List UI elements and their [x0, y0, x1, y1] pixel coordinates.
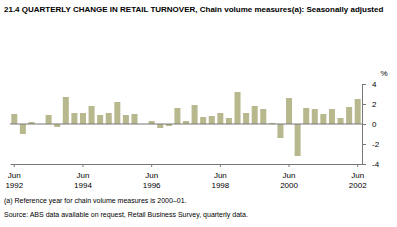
bar: [217, 113, 223, 124]
x-tick-label-line: 2002: [349, 181, 367, 190]
x-tick-label-line: Jun: [77, 171, 90, 180]
bar: [174, 108, 180, 124]
x-tick-mark: [357, 164, 358, 167]
x-tick-label-line: Jun: [214, 171, 227, 180]
chart-title: 21.4 QUARTERLY CHANGE IN RETAIL TURNOVER…: [4, 5, 383, 14]
bar: [303, 108, 309, 124]
y-tick-label: -2: [372, 140, 380, 149]
x-tick-label: Jun1992: [5, 171, 23, 190]
x-tick-label-line: Jun: [145, 171, 158, 180]
y-tick-label: 2: [372, 100, 377, 109]
bar: [329, 109, 335, 124]
bar: [80, 113, 86, 124]
x-tick-label-line: Jun: [8, 171, 21, 180]
x-tick-label: Jun2000: [280, 171, 298, 190]
x-tick-mark: [289, 164, 290, 167]
y-tick-label: -4: [372, 160, 380, 169]
bar: [338, 118, 344, 124]
y-tick: 0: [362, 120, 377, 129]
x-tick: Jun1996: [143, 164, 161, 190]
y-axis: -4 -2 0 2 4: [362, 80, 380, 169]
x-tick: Jun2002: [349, 164, 367, 190]
bar: [286, 98, 292, 124]
y-tick-label: 0: [372, 120, 377, 129]
bar: [226, 118, 232, 124]
y-tick: -4: [362, 160, 380, 169]
chart-container: 21.4 QUARTERLY CHANGE IN RETAIL TURNOVER…: [0, 0, 397, 227]
y-tick: 2: [362, 100, 377, 109]
bar: [243, 113, 249, 124]
x-tick-label-line: 1992: [5, 181, 23, 190]
x-tick-label-line: 1994: [74, 181, 92, 190]
y-axis-line: [363, 85, 367, 165]
title-line: 21.4 QUARTERLY CHANGE IN RETAIL TURNOVER…: [4, 5, 383, 14]
x-tick-mark: [151, 164, 152, 167]
zero-line: [10, 124, 362, 125]
y-tick-label: 4: [372, 80, 377, 89]
footnote: (a) Reference year for chain volume meas…: [4, 197, 187, 205]
bar: [277, 124, 283, 138]
y-tick-mark: [362, 164, 366, 165]
bar: [63, 97, 69, 124]
x-tick-label-line: Jun: [283, 171, 296, 180]
y-tick-mark: [362, 104, 366, 105]
x-tick-label-line: Jun: [351, 171, 364, 180]
x-tick-label: Jun1996: [143, 171, 161, 190]
bar: [114, 102, 120, 124]
source: Source: ABS data available on request, R…: [4, 211, 248, 219]
bar: [192, 105, 198, 124]
bar: [11, 114, 17, 124]
bar: [320, 114, 326, 124]
bar: [355, 99, 361, 124]
y-tick-mark: [362, 84, 366, 85]
bar: [260, 109, 266, 124]
bar: [209, 116, 215, 124]
bar: [131, 114, 137, 124]
x-axis-line: [11, 164, 363, 165]
bar: [295, 124, 301, 156]
bar: [89, 106, 95, 124]
bar: [346, 107, 352, 124]
x-tick-mark: [14, 164, 15, 167]
bar: [157, 124, 163, 128]
bar: [20, 124, 26, 134]
bar: [252, 106, 258, 124]
x-tick: Jun1998: [211, 164, 229, 190]
bar: [123, 115, 129, 124]
x-tick-label: Jun2002: [349, 171, 367, 190]
x-tick-label: Jun1998: [211, 171, 229, 190]
x-axis: Jun1992Jun1994Jun1996Jun1998Jun2000Jun20…: [5, 164, 367, 190]
bar: [71, 113, 77, 124]
x-tick-label-line: 1998: [211, 181, 229, 190]
bar: [46, 115, 52, 124]
y-axis-title: %: [380, 69, 387, 78]
y-tick-mark: [362, 144, 366, 145]
bar: [106, 113, 112, 124]
x-tick-mark: [82, 164, 83, 167]
x-tick: Jun2000: [280, 164, 298, 190]
x-tick-label-line: 1996: [143, 181, 161, 190]
chart-svg: 21.4 QUARTERLY CHANGE IN RETAIL TURNOVER…: [0, 0, 397, 227]
x-tick: Jun1992: [5, 164, 23, 190]
y-tick: 4: [362, 80, 377, 89]
x-tick-mark: [220, 164, 221, 167]
bar: [235, 92, 241, 124]
bar: [97, 115, 103, 124]
x-tick: Jun1994: [74, 164, 92, 190]
bar: [312, 109, 318, 124]
y-tick: -2: [362, 140, 380, 149]
y-tick-mark: [362, 124, 366, 125]
x-tick-label: Jun1994: [74, 171, 92, 190]
x-tick-label-line: 2000: [280, 181, 298, 190]
bar: [200, 117, 206, 124]
